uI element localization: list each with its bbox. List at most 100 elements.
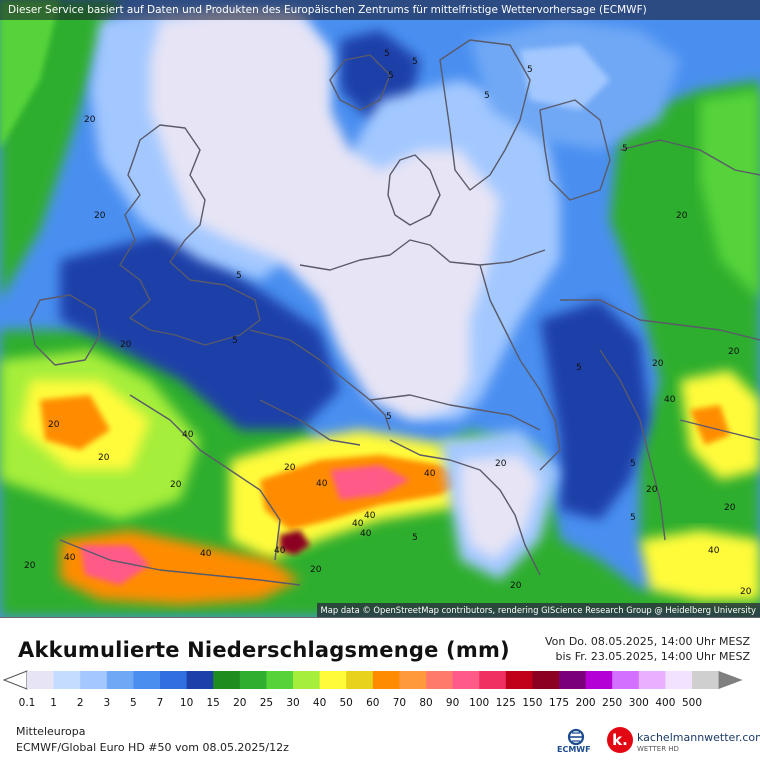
source-notice-bar: Dieser Service basiert auf Daten und Pro…: [0, 0, 760, 20]
contour-label: 40: [200, 549, 212, 559]
contour-label: 5: [384, 49, 390, 59]
period-from: Von Do. 08.05.2025, 14:00 Uhr MESZ: [544, 635, 750, 648]
scale-tick-label: 300: [628, 697, 649, 709]
scale-tick-label: 15: [206, 697, 220, 709]
scale-swatch: [346, 671, 374, 689]
brand-subtitle: WETTER HD: [637, 745, 679, 753]
scale-tick-label: 400: [655, 697, 676, 709]
contour-label: 5: [527, 65, 533, 75]
color-scale-ticks: 0.1 1 2 3 5 7 10 15 20 25 30 40 50 60 70 80 90 100 125 150 1…: [0, 697, 760, 711]
precipitation-map[interactable]: 5 5 5 5 5 5 5 5 5 5 5 5 5 20 20 20 20 20…: [0, 0, 760, 618]
scale-swatch: [27, 671, 55, 689]
brand-name[interactable]: kachelmannwetter.com: [637, 731, 760, 744]
ecmwf-label: ECMWF: [557, 745, 591, 754]
scale-swatch: [186, 671, 214, 689]
scale-swatch: [532, 671, 560, 689]
contour-label: 20: [724, 503, 736, 513]
contour-label: 5: [388, 71, 394, 81]
contour-label: 40: [364, 511, 376, 521]
contour-label: 20: [24, 561, 36, 571]
scale-swatch: [293, 671, 321, 689]
scale-arrow-left: [2, 670, 28, 690]
scale-swatch: [585, 671, 613, 689]
scale-swatch: [559, 671, 587, 689]
map-attribution[interactable]: Map data © OpenStreetMap contributors, r…: [316, 603, 760, 617]
contour-label: 20: [48, 420, 60, 430]
legend-title: Akkumulierte Niederschlagsmenge (mm): [18, 638, 510, 662]
scale-swatch: [80, 671, 108, 689]
scale-arrow-right: [718, 671, 743, 689]
scale-swatch: [452, 671, 480, 689]
scale-tick-label: 30: [286, 697, 300, 709]
scale-swatch: [53, 671, 81, 689]
contour-label: 20: [120, 340, 132, 350]
contour-label: 5: [232, 336, 238, 346]
contour-label: 40: [424, 469, 436, 479]
precipitation-map-canvas: 5 5 5 5 5 5 5 5 5 5 5 5 5 20 20 20 20 20…: [0, 0, 760, 617]
kachelmann-logo-icon[interactable]: k.: [607, 727, 633, 753]
scale-swatch: [612, 671, 640, 689]
scale-tick-label: 125: [495, 697, 516, 709]
contour-label: 20: [310, 565, 322, 575]
scale-tick-label: 10: [179, 697, 194, 709]
source-notice: Dieser Service basiert auf Daten und Pro…: [8, 4, 647, 16]
contour-label: 40: [182, 430, 194, 440]
scale-tick-label: 80: [419, 697, 433, 709]
contour-label: 20: [170, 480, 182, 490]
contour-label: 5: [484, 91, 490, 101]
scale-swatch: [239, 671, 267, 689]
scale-tick-label: 2: [76, 697, 84, 709]
contour-labels: 5 5 5 5 5 5 5 5 5 5 5 5 5 20 20 20 20 20…: [24, 49, 752, 597]
scale-swatch: [479, 671, 507, 689]
scale-swatch: [213, 671, 241, 689]
scale-swatch: [266, 671, 294, 689]
scale-tick-label: 175: [548, 697, 570, 709]
contour-label: 20: [495, 459, 507, 469]
contour-label: 5: [576, 363, 582, 373]
scale-swatch: [665, 671, 693, 689]
contour-label: 40: [274, 546, 286, 556]
scale-swatch: [638, 671, 666, 689]
scale-tick-label: 90: [445, 697, 460, 709]
scale-swatch: [399, 671, 427, 689]
contour-label: 20: [98, 453, 110, 463]
scale-tick-label: 5: [130, 697, 137, 709]
contour-label: 5: [386, 412, 392, 422]
scale-tick-label: 250: [602, 697, 623, 709]
contour-label: 20: [94, 211, 106, 221]
contour-label: 5: [412, 533, 418, 543]
contour-label: 20: [510, 581, 522, 591]
scale-swatch: [133, 671, 161, 689]
contour-label: 20: [284, 463, 296, 473]
contour-label: 20: [728, 347, 740, 357]
contour-label: 5: [622, 144, 628, 154]
scale-tick-label: 50: [339, 697, 353, 709]
contour-label: 5: [630, 513, 636, 523]
color-scale-bar: [2, 670, 743, 690]
model-run-label: ECMWF/Global Euro HD #50 vom 08.05.2025/…: [16, 741, 289, 754]
contour-label: 40: [352, 519, 364, 529]
scale-tick-label: 20: [233, 697, 247, 709]
contour-label: 20: [740, 587, 752, 597]
scale-tick-label: 0.1: [18, 697, 36, 709]
contour-label: 40: [708, 546, 720, 556]
scale-tick-label: 60: [366, 697, 380, 709]
ecmwf-logo-icon[interactable]: [556, 728, 596, 756]
forecast-period: Von Do. 08.05.2025, 14:00 Uhr MESZ bis F…: [545, 634, 750, 664]
contour-label: 20: [646, 485, 658, 495]
scale-swatch: [505, 671, 533, 689]
contour-label: 40: [360, 529, 372, 539]
contour-label: 40: [664, 395, 676, 405]
coastlines-borders: [29, 39, 760, 586]
contour-label: 5: [412, 57, 418, 67]
contour-label: 20: [652, 359, 664, 369]
scale-tick-label: 3: [103, 697, 111, 709]
scale-tick-label: 70: [392, 697, 407, 709]
scale-tick-label: 25: [259, 697, 274, 709]
scale-tick-label: 1: [50, 697, 57, 709]
contour-label: 5: [236, 271, 242, 281]
precipitation-field: [0, 0, 760, 617]
scale-swatch: [319, 671, 347, 689]
scale-swatch: [106, 671, 134, 689]
scale-tick-label: 100: [469, 697, 490, 709]
